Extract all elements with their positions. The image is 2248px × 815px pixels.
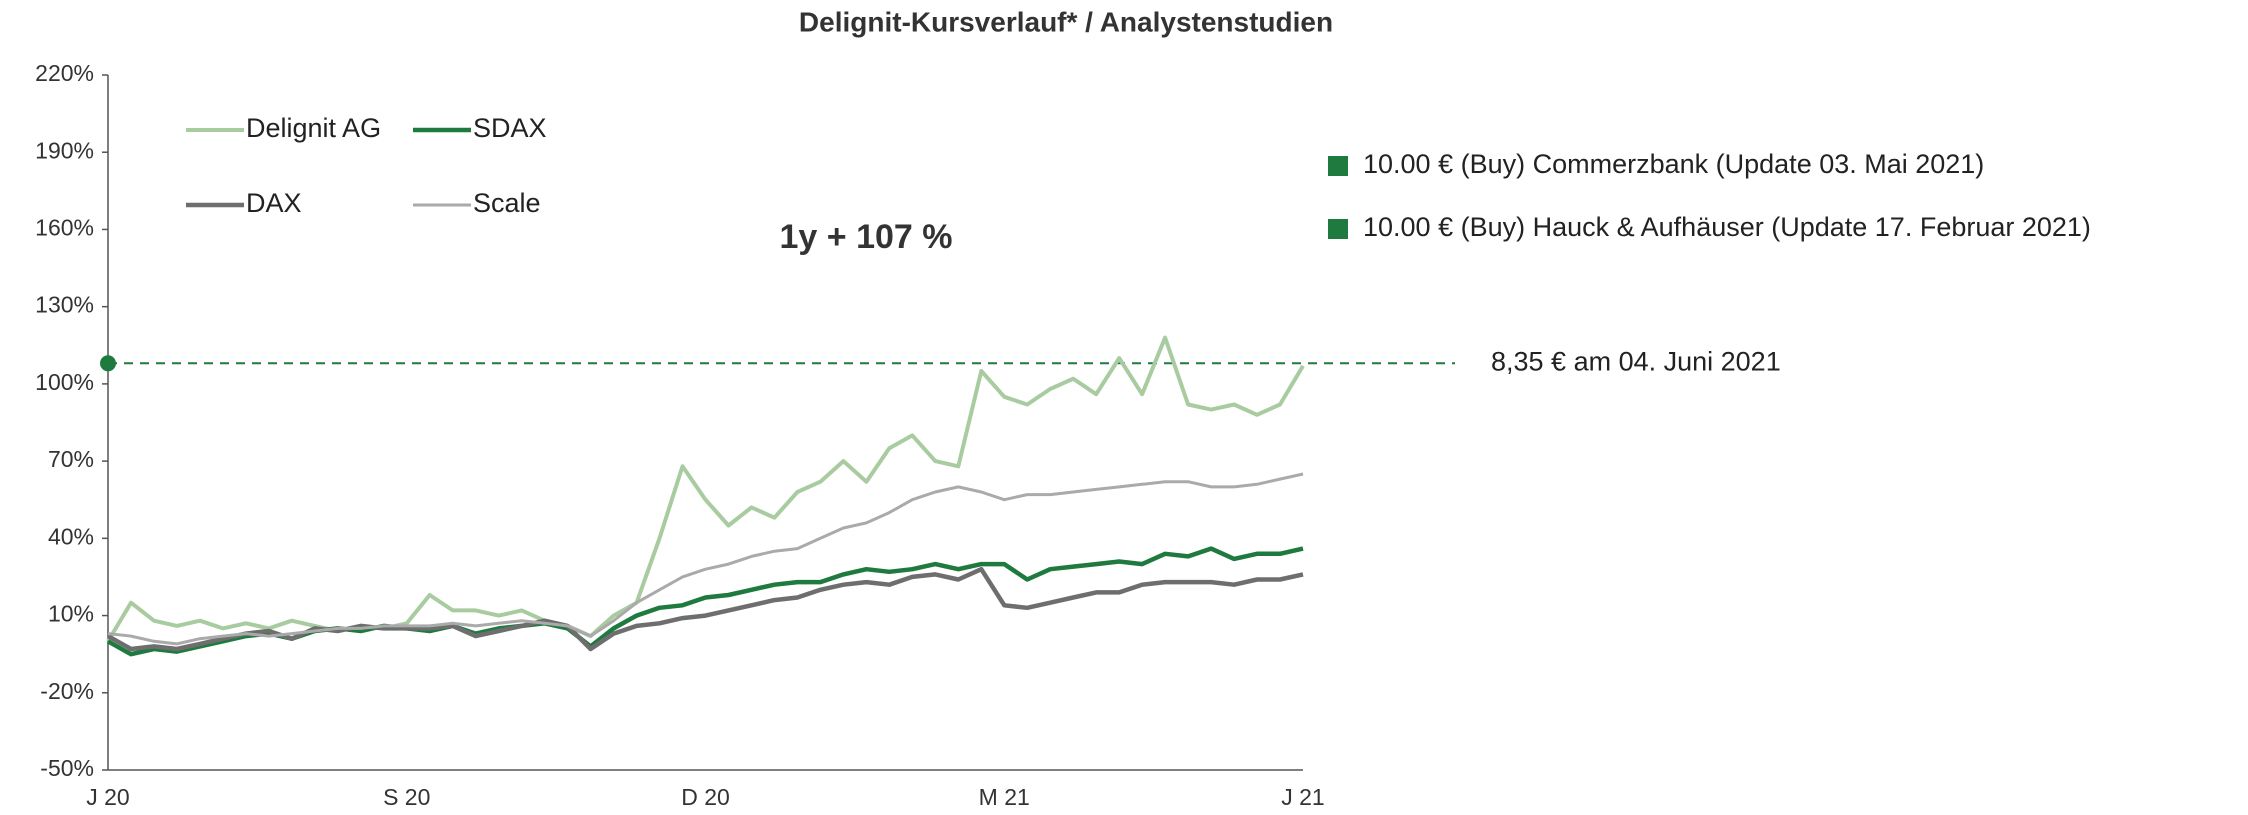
- series-line: [106, 335, 1305, 643]
- y-tick-label: 220%: [35, 60, 94, 86]
- rating-marker: [1328, 219, 1348, 239]
- rating-label: 10.00 € (Buy) Commerzbank (Update 03. Ma…: [1363, 149, 1984, 179]
- chart-title: Delignit-Kursverlauf* / Analystenstudien: [799, 6, 1333, 37]
- y-tick-label: 70%: [48, 446, 94, 472]
- y-tick-label: -20%: [40, 678, 94, 704]
- legend-label: DAX: [246, 188, 302, 218]
- rating-label: 10.00 € (Buy) Hauck & Aufhäuser (Update …: [1363, 212, 2091, 242]
- reference-label: 8,35 € am 04. Juni 2021: [1491, 346, 1781, 376]
- y-tick-label: 190%: [35, 137, 94, 163]
- series-line: [106, 566, 1304, 652]
- y-tick-label: -50%: [40, 755, 94, 781]
- y-tick-label: 160%: [35, 215, 94, 241]
- reference-dot: [100, 355, 116, 372]
- x-tick-label: J 20: [86, 784, 129, 810]
- y-tick-label: 10%: [48, 601, 94, 627]
- x-tick-label: S 20: [383, 784, 430, 810]
- legend-label: Delignit AG: [246, 113, 381, 143]
- series-line: [107, 472, 1304, 646]
- y-tick-label: 100%: [35, 369, 94, 395]
- y-tick-label: 40%: [48, 523, 94, 549]
- legend-label: SDAX: [473, 113, 547, 143]
- x-tick-label: J 21: [1281, 784, 1324, 810]
- rating-marker: [1328, 156, 1348, 176]
- x-tick-label: M 21: [979, 784, 1030, 810]
- x-tick-label: D 20: [681, 784, 730, 810]
- annotation: 1y + 107 %: [780, 218, 953, 256]
- y-tick-label: 130%: [35, 292, 94, 318]
- legend-label: Scale: [473, 188, 541, 218]
